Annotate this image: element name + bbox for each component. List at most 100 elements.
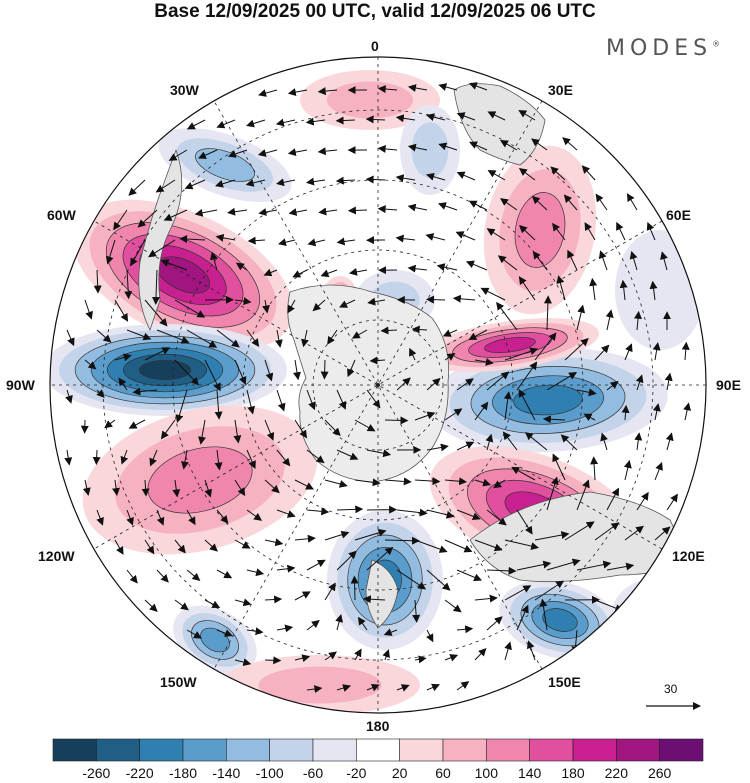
wind-arrow (175, 389, 188, 423)
wind-arrow (113, 209, 128, 231)
wind-arrow (503, 391, 512, 421)
wind-arrow (198, 149, 218, 159)
colorbar-swatch (96, 738, 140, 762)
wind-arrow (247, 236, 266, 245)
wind-arrow (216, 569, 233, 579)
wind-arrow (155, 179, 176, 193)
wind-arrow (576, 304, 586, 331)
wind-arrow (336, 550, 357, 571)
colorbar-swatch (312, 738, 357, 762)
wind-arrow (93, 269, 102, 294)
wind-arrow (409, 347, 417, 361)
wind-arrow (365, 175, 386, 184)
wind-arrow (366, 546, 394, 571)
wind-arrow (474, 357, 494, 366)
brand-name: MODES (606, 36, 713, 61)
wind-arrow (234, 658, 252, 667)
wind-arrow (594, 344, 610, 361)
wind-arrow (652, 342, 661, 361)
wind-arrow (590, 456, 599, 481)
wind-arrow (621, 404, 630, 421)
colorbar-label: 220 (604, 765, 629, 781)
wind-arrow (499, 140, 518, 151)
wind-arrow (318, 207, 338, 216)
colorbar-label: 20 (391, 765, 408, 781)
wind-arrow (104, 419, 116, 429)
wind-arrow (324, 530, 350, 541)
wind-arrow (216, 629, 233, 637)
wind-arrow (426, 683, 440, 692)
wind-arrow (324, 479, 348, 488)
wind-arrow (276, 178, 296, 187)
wind-arrow (214, 389, 223, 420)
map-title: Base 12/09/2025 00 UTC, valid 12/09/2025… (154, 1, 596, 22)
wind-arrow (493, 479, 506, 489)
wind-arrow (407, 143, 428, 152)
wind-arrow (665, 432, 674, 451)
wind-arrow (504, 585, 532, 601)
wind-arrow (623, 459, 632, 481)
wind-arrow (594, 522, 620, 541)
wind-arrow (160, 259, 188, 271)
wind-arrow (347, 359, 356, 378)
wind-arrow (257, 149, 278, 157)
wind-arrow (234, 539, 251, 549)
wind-arrow (210, 251, 218, 271)
meridian-line (213, 100, 543, 670)
colorbar-label: 100 (474, 765, 499, 781)
wind-arrow (65, 389, 73, 404)
wind-arrow (112, 479, 120, 497)
wind-arrow (357, 616, 368, 631)
wind-arrow (414, 539, 448, 553)
wind-arrow (497, 255, 518, 271)
wind-arrow (407, 203, 428, 212)
wind-arrow (444, 408, 463, 421)
wind-arrow (186, 119, 206, 130)
colorbar-swatch (356, 738, 400, 762)
wind-arrow (518, 389, 536, 421)
wind-arrow (635, 374, 644, 391)
wind-arrow (584, 222, 596, 241)
wind-arrow (320, 359, 329, 380)
wind-arrow (216, 329, 240, 348)
wind-arrow (336, 449, 359, 460)
wind-arrow (634, 432, 643, 451)
wind-arrow (144, 599, 158, 612)
wind-arrow (294, 654, 311, 663)
wind-arrow (264, 656, 282, 665)
lon-label-120e: 120E (672, 548, 705, 564)
contour-level (542, 608, 578, 632)
wind-arrow (350, 575, 359, 601)
wind-arrow (560, 434, 578, 451)
wind-arrow (563, 194, 578, 211)
colorbar-swatch (442, 738, 487, 762)
wind-arrow (576, 479, 590, 511)
wind-arrow (444, 477, 468, 486)
wind-arrow (465, 260, 488, 271)
wind-arrow (524, 432, 548, 451)
wind-arrow (474, 401, 489, 421)
wind-arrow (564, 521, 595, 541)
wind-arrow (605, 309, 614, 331)
wind-arrow (198, 419, 206, 445)
wind-arrow (384, 477, 412, 486)
wind-arrow (519, 224, 536, 241)
wind-arrow (444, 539, 473, 553)
wind-arrow (317, 147, 338, 156)
wind-arrow (234, 598, 252, 607)
wind-arrow (156, 569, 169, 583)
wind-arrow (456, 441, 475, 451)
wind-arrow (335, 176, 356, 185)
wind-arrow (214, 449, 223, 471)
wind-arrow (84, 299, 93, 320)
wind-arrow (287, 88, 308, 97)
wind-arrow (180, 449, 189, 470)
wind-arrow (502, 431, 518, 451)
wind-arrow (516, 361, 538, 391)
contour-level (326, 81, 414, 119)
wind-arrow (382, 649, 390, 661)
wind-arrow (542, 415, 566, 424)
wind-arrow (660, 251, 668, 271)
wind-arrow (96, 389, 105, 398)
wind-arrow (486, 616, 503, 631)
